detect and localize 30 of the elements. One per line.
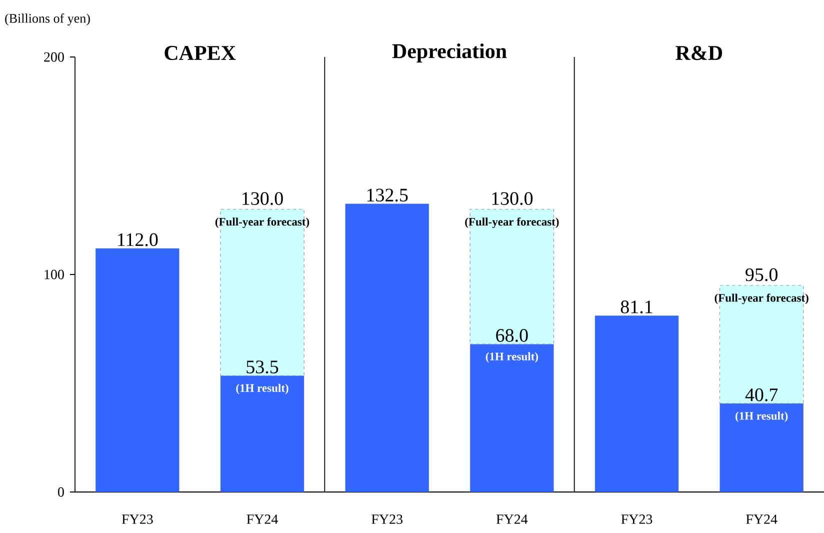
annotation: (Full-year forecast)	[714, 294, 808, 304]
x-tick-label: FY23	[372, 514, 402, 524]
bar	[96, 248, 180, 492]
x-tick-label: FY23	[122, 514, 153, 524]
x-tick-label: FY23	[621, 514, 652, 524]
chart-title: Depreciation	[392, 43, 507, 63]
total-label: 130.0	[492, 192, 533, 206]
x-tick-label: FY24	[496, 514, 528, 524]
y-tick-label: 100	[44, 270, 64, 280]
data-label: 53.5	[246, 360, 278, 374]
data-label: 68.0	[496, 329, 528, 342]
y-axis-title: (Billions of yen)	[5, 14, 90, 26]
annotation: (Full-year forecast)	[465, 217, 559, 228]
y-tick-label: 0	[58, 487, 64, 497]
chart-title: CAPEX	[164, 46, 236, 60]
data-label: 81.1	[620, 300, 652, 314]
chart-title: R&D	[676, 46, 722, 60]
y-tick-label: 200	[44, 52, 64, 62]
annotation: (1H result)	[236, 384, 288, 394]
x-tick-label: FY24	[246, 514, 278, 524]
annotation: (1H result)	[486, 352, 538, 363]
data-label: 112.0	[118, 233, 158, 246]
annotation: (1H result)	[736, 412, 788, 422]
x-tick-label: FY24	[746, 514, 778, 524]
bar	[220, 376, 304, 492]
total-label: 95.0	[746, 268, 778, 282]
total-label: 130.0	[242, 192, 283, 206]
data-label: 40.7	[745, 388, 778, 402]
data-label: 132.5	[367, 188, 408, 202]
annotation: (Full-year forecast)	[215, 217, 310, 228]
